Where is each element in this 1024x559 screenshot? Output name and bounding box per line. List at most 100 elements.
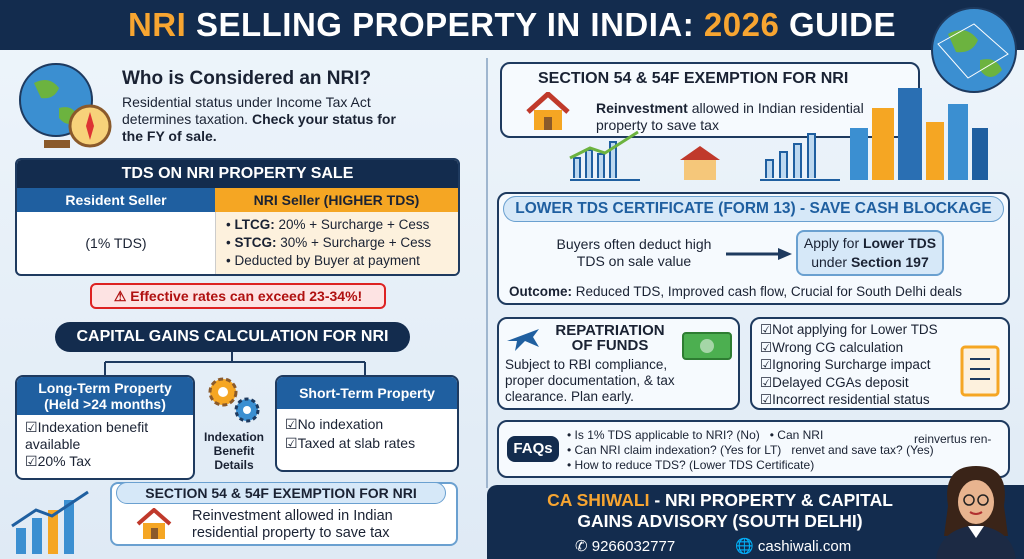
faq-text: Is 1% TDS applicable to NRI? (No) — [574, 428, 760, 442]
advisor-title: - NRI PROPERTY & CAPITAL GAINS ADVISORY … — [577, 490, 893, 531]
phone: ✆ 9266032777 — [575, 538, 676, 555]
cg-title: CAPITAL GAINS CALCULATION FOR NRI — [55, 322, 410, 352]
growth-chart-icon — [11, 490, 89, 554]
short-term-title: Short-Term Property — [277, 377, 457, 409]
st-item: Taxed at slab rates — [285, 434, 449, 453]
city-illustration — [569, 88, 988, 181]
value: 20% + Surcharge + Cess — [278, 217, 430, 232]
form13-outcome: Outcome: Reduced TDS, Improved cash flow… — [509, 284, 1009, 299]
title-word: SELLING PROPERTY IN INDIA: — [195, 6, 695, 43]
mistake: Not applying for Lower TDS — [760, 321, 1000, 339]
st-item: No indexation — [285, 415, 449, 434]
plane-icon — [507, 329, 539, 351]
advisor-name: CA SHIWALI — [547, 490, 650, 510]
lt-item: 20% Tax — [25, 453, 185, 470]
section54-bottom-box: SECTION 54 & 54F EXEMPTION FOR NRI Reinv… — [110, 482, 458, 546]
bold: Reinvestment — [596, 100, 688, 116]
faq-fragment: reinvertus ren- — [914, 432, 992, 446]
section54-bottom-text: Reinvestment allowed in Indian residenti… — [192, 508, 393, 541]
house-icon — [136, 508, 172, 539]
nri-desc-bold: Check your status for the FY of sale. — [122, 111, 396, 144]
indexation-label: Indexation Benefit Details — [203, 430, 264, 472]
divider — [486, 58, 488, 488]
globe-icon — [19, 63, 112, 148]
bold: Section 197 — [850, 254, 929, 270]
faq: • Can NRI claim indexation? (Yes for LT)… — [567, 443, 934, 457]
footer — [487, 485, 1024, 559]
nri-text: Residential status under Income Tax Act … — [122, 94, 402, 145]
money-icon — [682, 332, 732, 360]
faqs-box: FAQs • Is 1% TDS applicable to NRI? (No)… — [497, 420, 1010, 478]
section54-top-text: Reinvestment allowed in Indian residenti… — [596, 100, 896, 134]
mistake: Delayed CGAs deposit — [760, 374, 1000, 392]
repatriation-text: Subject to RBI compliance, proper docume… — [505, 357, 675, 404]
section54-top-box: SECTION 54 & 54F EXEMPTION FOR NRI Reinv… — [500, 62, 920, 138]
faq: • Is 1% TDS applicable to NRI? (No) • Ca… — [567, 428, 824, 442]
title-word: GUIDE — [789, 6, 897, 43]
text: Apply for — [803, 235, 860, 251]
phone-number: 9266032777 — [591, 538, 676, 555]
form13-title: LOWER TDS CERTIFICATE (FORM 13) - SAVE C… — [503, 196, 1004, 222]
faq-text: renvet and save tax? (Yes) — [791, 443, 934, 457]
lt-item: Indexation benefit available — [25, 419, 185, 453]
tree-lines — [104, 352, 366, 376]
nri-title: Who is Considered an NRI? — [122, 68, 372, 89]
nri-desc: Residential status under Income Tax Act … — [122, 94, 371, 127]
page-title: NRI SELLING PROPERTY IN INDIA: 2026 GUID… — [0, 6, 1024, 44]
gears-icon — [208, 377, 260, 423]
label: Outcome: — [509, 284, 573, 299]
warning-text: Effective rates can exceed 23-34%! — [130, 288, 363, 304]
nri-item: • LTCG: 20% + Surcharge + Cess — [226, 217, 430, 232]
title-word: 2026 — [703, 6, 780, 43]
long-term-box: Long-Term Property (Held >24 months) Ind… — [15, 375, 195, 480]
website: 🌐 cashiwali.com — [735, 538, 852, 555]
arrow — [726, 248, 792, 260]
form13-box: LOWER TDS CERTIFICATE (FORM 13) - SAVE C… — [497, 192, 1010, 305]
form13-right: Apply for Lower TDS under Section 197 — [796, 230, 944, 276]
nri-item: • STCG: 30% + Surcharge + Cess — [226, 235, 432, 250]
short-term-box: Short-Term Property No indexation Taxed … — [275, 375, 459, 472]
faqs-title: FAQs — [507, 436, 559, 462]
value: Deducted by Buyer at payment — [234, 253, 420, 268]
value: 30% + Surcharge + Cess — [280, 235, 432, 250]
faq-list: • Is 1% TDS applicable to NRI? (No) • Ca… — [567, 428, 934, 473]
long-term-title: Long-Term Property (Held >24 months) — [17, 377, 193, 415]
label: STCG: — [234, 235, 277, 250]
house-icon — [526, 92, 570, 130]
faq-text: Can NRI claim indexation? (Yes for LT) — [574, 443, 782, 457]
section54-top-title: SECTION 54 & 54F EXEMPTION FOR NRI — [538, 70, 849, 87]
bold: Lower TDS — [863, 235, 937, 251]
repatriation-title: REPATRIATION OF FUNDS — [555, 322, 665, 354]
mistake: Incorrect residential status — [760, 391, 1000, 409]
globe-network-icon — [931, 7, 1017, 93]
resident-header: Resident Seller — [17, 188, 215, 212]
resident-value: (1% TDS) — [85, 235, 147, 251]
text: under — [811, 254, 848, 270]
title-word: NRI — [127, 6, 187, 43]
checklist-icon — [960, 345, 1000, 397]
mistakes-box: Not applying for Lower TDS Wrong CG calc… — [750, 317, 1010, 410]
faq-text: How to reduce TDS? (Lower TDS Certificat… — [574, 458, 815, 472]
text: allowed in Indian residential property t… — [596, 100, 864, 133]
form13-left: Buyers often deduct high TDS on sale val… — [556, 236, 712, 269]
header-bar — [0, 0, 1024, 50]
section54-bottom-title: SECTION 54 & 54F EXEMPTION FOR NRI — [116, 482, 446, 504]
repatriation-box: REPATRIATION OF FUNDS Subject to RBI com… — [497, 317, 740, 410]
nri-item: • Deducted by Buyer at payment — [226, 253, 420, 268]
nri-list: • LTCG: 20% + Surcharge + Cess • STCG: 3… — [215, 212, 458, 274]
mistake: Wrong CG calculation — [760, 339, 1000, 357]
footer-title: CA SHIWALI - NRI PROPERTY & CAPITAL GAIN… — [520, 490, 920, 532]
warning: ⚠ Effective rates can exceed 23-34%! — [90, 283, 386, 309]
website-url: cashiwali.com — [757, 538, 852, 555]
tds-title: TDS ON NRI PROPERTY SALE — [17, 160, 458, 188]
tds-box: TDS ON NRI PROPERTY SALE Resident Seller… — [15, 158, 460, 276]
nri-header: NRI Seller (HIGHER TDS) — [215, 188, 458, 212]
faq-text: Can NRI — [777, 428, 824, 442]
advisor-avatar — [936, 466, 1016, 559]
label: LTCG: — [234, 217, 275, 232]
faq: • How to reduce TDS? (Lower TDS Certific… — [567, 458, 815, 472]
mistake: Ignoring Surcharge impact — [760, 356, 1000, 374]
text: Reduced TDS, Improved cash flow, Crucial… — [575, 284, 962, 299]
